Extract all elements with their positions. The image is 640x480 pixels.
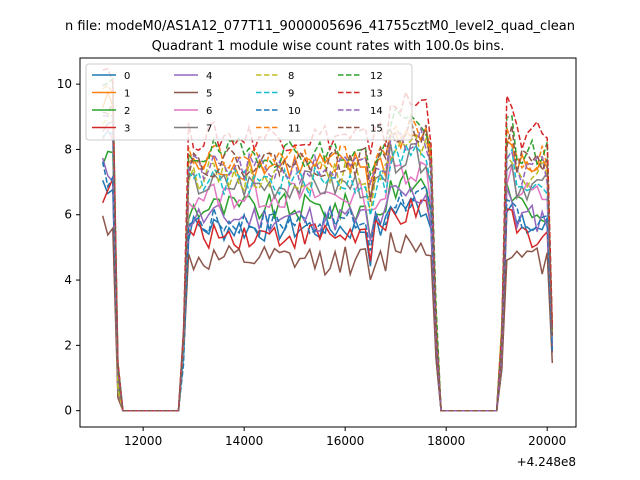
legend-label-4: 4 (206, 71, 212, 82)
legend-label-1: 1 (124, 89, 130, 100)
series-line-2 (101, 150, 554, 412)
legend-label-3: 3 (124, 124, 130, 135)
y-tick-label: 8 (64, 142, 72, 156)
legend-label-14: 14 (370, 106, 383, 117)
figure-suptitle: n file: modeM0/AS1A12_077T11_9000005696_… (65, 19, 575, 34)
legend-label-8: 8 (288, 71, 294, 82)
y-tick-label: 2 (64, 338, 72, 352)
x-offset-label: +4.248e8 (517, 455, 576, 469)
x-tick-label: 20000 (528, 434, 566, 448)
chart-title: Quadrant 1 module wise count rates with … (152, 39, 505, 54)
series-line-8 (102, 102, 554, 412)
series-lines (101, 68, 554, 412)
x-tick-label: 16000 (326, 434, 364, 448)
legend-label-12: 12 (370, 71, 383, 82)
legend-label-0: 0 (124, 71, 130, 82)
legend-label-5: 5 (206, 89, 212, 100)
y-tick-label: 0 (64, 404, 72, 418)
y-tick-label: 4 (64, 273, 72, 287)
series-line-4 (101, 157, 554, 412)
series-line-10 (101, 161, 554, 412)
legend-box (85, 63, 413, 141)
axes-frame (79, 57, 577, 428)
x-tick-label: 18000 (427, 434, 465, 448)
y-axis: 0 2 4 6 8 10 (57, 77, 80, 418)
x-tick-label: 12000 (124, 434, 162, 448)
legend-label-10: 10 (288, 106, 301, 117)
x-axis: 12000 14000 16000 18000 20000 (124, 427, 566, 448)
legend-label-15: 15 (370, 124, 383, 135)
legend-label-6: 6 (206, 106, 212, 117)
legend-label-7: 7 (206, 124, 212, 135)
series-line-5 (101, 215, 554, 412)
y-tick-label: 10 (57, 77, 72, 91)
legend-label-2: 2 (124, 106, 130, 117)
legend-label-11: 11 (288, 124, 301, 135)
series-line-15 (102, 101, 554, 412)
legend-label-13: 13 (370, 89, 383, 100)
series-line-7 (102, 120, 554, 412)
legend-label-9: 9 (288, 89, 294, 100)
x-tick-label: 14000 (225, 434, 263, 448)
y-tick-label: 6 (64, 208, 72, 222)
